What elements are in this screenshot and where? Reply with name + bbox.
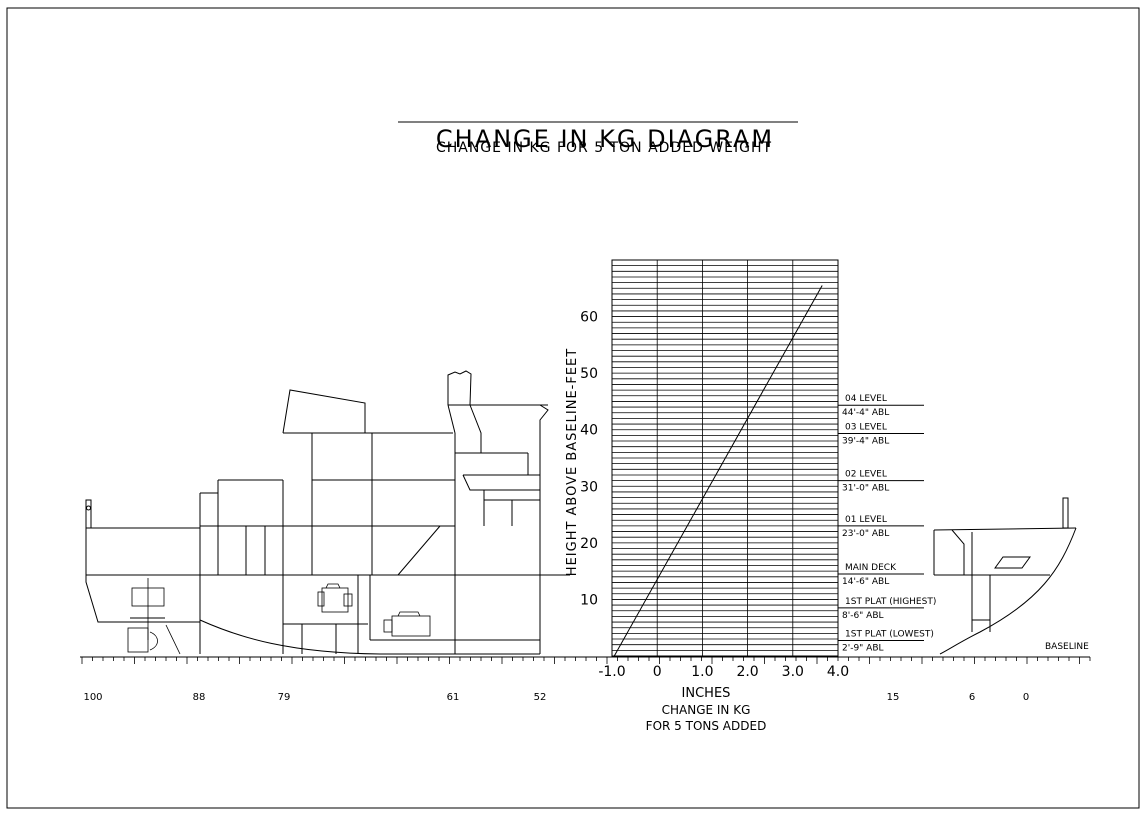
level-height: 31'-0" ABL (842, 484, 889, 494)
frame-label: 100 (83, 692, 102, 703)
x-axis-label-line-1: INCHES (682, 686, 731, 701)
height-grid (611, 259, 839, 657)
x-tick-label: 3.0 (782, 664, 804, 680)
y-tick-label: 40 (580, 423, 598, 439)
level-name: 03 LEVEL (845, 423, 887, 433)
ship-profile-fwd (933, 497, 1077, 655)
y-tick-label: 20 (580, 536, 598, 552)
frame-label: 52 (534, 692, 547, 703)
x-axis-label-line-3: FOR 5 TONS ADDED (646, 719, 767, 733)
level-name: 04 LEVEL (845, 394, 887, 404)
x-tick-label: 1.0 (691, 664, 713, 680)
x-tick-label: 2.0 (736, 664, 758, 680)
y-axis-ticks: 10 20 30 40 50 60 (580, 310, 598, 609)
y-tick-label: 30 (580, 479, 598, 495)
level-height: 14'-6" ABL (842, 577, 889, 587)
level-name: 02 LEVEL (845, 470, 887, 480)
x-axis-ticks: -1.0 0 1.0 2.0 3.0 4.0 (598, 664, 849, 680)
y-tick-label: 50 (580, 366, 598, 382)
baseline-ruler: 100 88 79 61 52 15 6 0 (80, 656, 1091, 703)
diagram-subtitle: CHANGE IN KG FOR 5 TON ADDED WEIGHT (436, 140, 772, 156)
level-name: 1ST PLAT (LOWEST) (845, 629, 934, 639)
frame-label: 0 (1023, 692, 1029, 703)
y-tick-label: 60 (580, 310, 598, 326)
frame-label: 15 (887, 692, 900, 703)
y-tick-label: 10 (580, 592, 598, 608)
level-name: 01 LEVEL (845, 515, 887, 525)
x-tick-label: 4.0 (827, 664, 849, 680)
generator (383, 611, 431, 637)
x-axis-label-line-2: CHANGE IN KG (662, 703, 751, 717)
kg-change-line (613, 285, 823, 657)
level-height: 2'-9" ABL (842, 643, 884, 653)
level-name: 1ST PLAT (HIGHEST) (845, 597, 936, 607)
main-engine (317, 583, 353, 613)
level-height: 44'-4" ABL (842, 408, 889, 418)
sheet-border (6, 7, 1140, 809)
level-height: 23'-0" ABL (842, 529, 889, 539)
frame-label: 6 (969, 692, 975, 703)
kg-series-line (613, 285, 823, 657)
level-height: 8'-6" ABL (842, 611, 884, 621)
frame-label: 79 (278, 692, 291, 703)
ship-profile-aft (85, 370, 570, 655)
level-name: MAIN DECK (845, 563, 897, 573)
baseline-label: BASELINE (1045, 642, 1089, 652)
y-axis-label: HEIGHT ABOVE BASELINE-FEET (565, 348, 580, 576)
x-tick-label: -1.0 (598, 664, 625, 680)
frame-label: 61 (447, 692, 460, 703)
deck-level-labels: 04 LEVEL 44'-4" ABL 03 LEVEL 39'-4" ABL 02 L… (838, 394, 936, 653)
steering-gear (127, 578, 181, 655)
diagram-title: CHANGE IN KG DIAGRAM (436, 125, 774, 153)
level-height: 39'-4" ABL (842, 437, 889, 447)
x-tick-label: 0 (653, 664, 662, 680)
frame-label: 88 (193, 692, 206, 703)
